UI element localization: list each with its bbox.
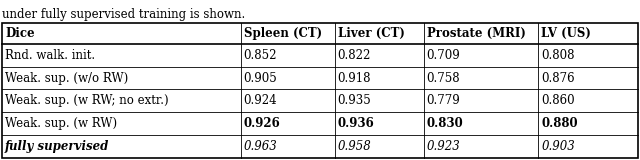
Text: 0.903: 0.903 [541,140,575,153]
Text: 0.880: 0.880 [541,117,578,130]
Text: 0.936: 0.936 [338,117,374,130]
Text: 0.935: 0.935 [338,94,371,107]
Text: 0.876: 0.876 [541,72,575,84]
Bar [2,23,638,158]
Text: 0.830: 0.830 [427,117,463,130]
Text: 0.822: 0.822 [338,49,371,62]
Text: Weak. sup. (w RW): Weak. sup. (w RW) [5,117,117,130]
Text: Dice: Dice [5,27,35,40]
Text: Weak. sup. (w RW; no extr.): Weak. sup. (w RW; no extr.) [5,94,168,107]
Text: under fully supervised training is shown.: under fully supervised training is shown… [2,8,245,21]
Text: 0.860: 0.860 [541,94,575,107]
Text: Rnd. walk. init.: Rnd. walk. init. [5,49,95,62]
Text: 0.963: 0.963 [243,140,277,153]
Text: 0.758: 0.758 [427,72,460,84]
Text: Spleen (CT): Spleen (CT) [243,27,322,40]
Text: fully supervised: fully supervised [5,140,109,153]
Text: Liver (CT): Liver (CT) [338,27,404,40]
Text: 0.852: 0.852 [243,49,277,62]
Text: 0.926: 0.926 [243,117,280,130]
Text: 0.958: 0.958 [338,140,371,153]
Text: 0.905: 0.905 [243,72,277,84]
Text: 0.923: 0.923 [427,140,460,153]
Text: LV (US): LV (US) [541,27,591,40]
Text: Prostate (MRI): Prostate (MRI) [427,27,525,40]
Text: 0.808: 0.808 [541,49,575,62]
Text: 0.918: 0.918 [338,72,371,84]
Text: Weak. sup. (w/o RW): Weak. sup. (w/o RW) [5,72,128,84]
Text: 0.924: 0.924 [243,94,277,107]
Text: 0.779: 0.779 [427,94,460,107]
Text: 0.709: 0.709 [427,49,460,62]
